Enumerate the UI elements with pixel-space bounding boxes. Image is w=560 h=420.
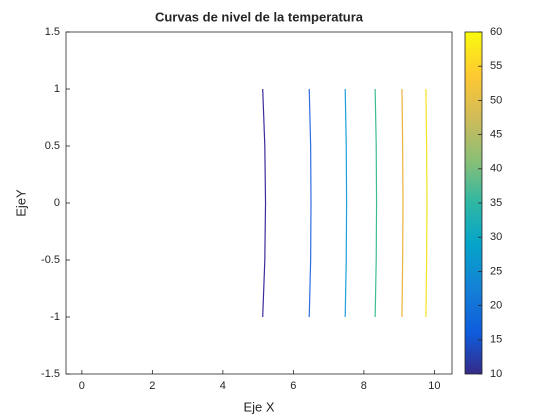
colorbar-tick-label: 60 [490, 26, 502, 38]
y-tick-label: 1.5 [45, 26, 60, 38]
y-axis-label: EjeY [13, 189, 28, 217]
y-tick-label: -1 [50, 311, 60, 323]
axes-box [65, 31, 453, 375]
chart-title: Curvas de nivel de la temperatura [155, 9, 364, 24]
contour-line [262, 88, 267, 318]
colorbar-tick-label: 25 [490, 265, 502, 277]
x-tick-label: 4 [220, 380, 226, 392]
x-tick-label: 10 [428, 380, 440, 392]
y-tick-label: 1 [54, 83, 60, 95]
contour-line [374, 88, 378, 318]
y-tick-label: -0.5 [41, 254, 60, 266]
colorbar-tick-label: 45 [490, 129, 502, 141]
x-axis-label: Eje X [243, 399, 274, 414]
contour-line [425, 88, 428, 318]
x-tick-label: 8 [361, 380, 367, 392]
contour-line [308, 88, 312, 318]
colorbar-tick-label: 35 [490, 197, 502, 209]
contour-line [344, 88, 348, 318]
colorbar-tick-label: 10 [490, 368, 502, 380]
x-tick-label: 0 [79, 380, 85, 392]
contour-line [401, 88, 404, 318]
y-tick-label: 0 [54, 197, 60, 209]
colorbar-tick-label: 50 [490, 94, 502, 106]
colorbar-tick-label: 15 [490, 334, 502, 346]
colorbar-tick-label: 30 [490, 231, 502, 243]
colorbar-tick-label: 55 [490, 60, 502, 72]
x-tick-label: 2 [149, 380, 155, 392]
x-tick-label: 6 [290, 380, 296, 392]
y-tick-label: -1.5 [41, 368, 60, 380]
colorbar-tick-label: 20 [490, 300, 502, 312]
y-tick-label: 0.5 [45, 140, 60, 152]
colorbar-tick-label: 40 [490, 163, 502, 175]
